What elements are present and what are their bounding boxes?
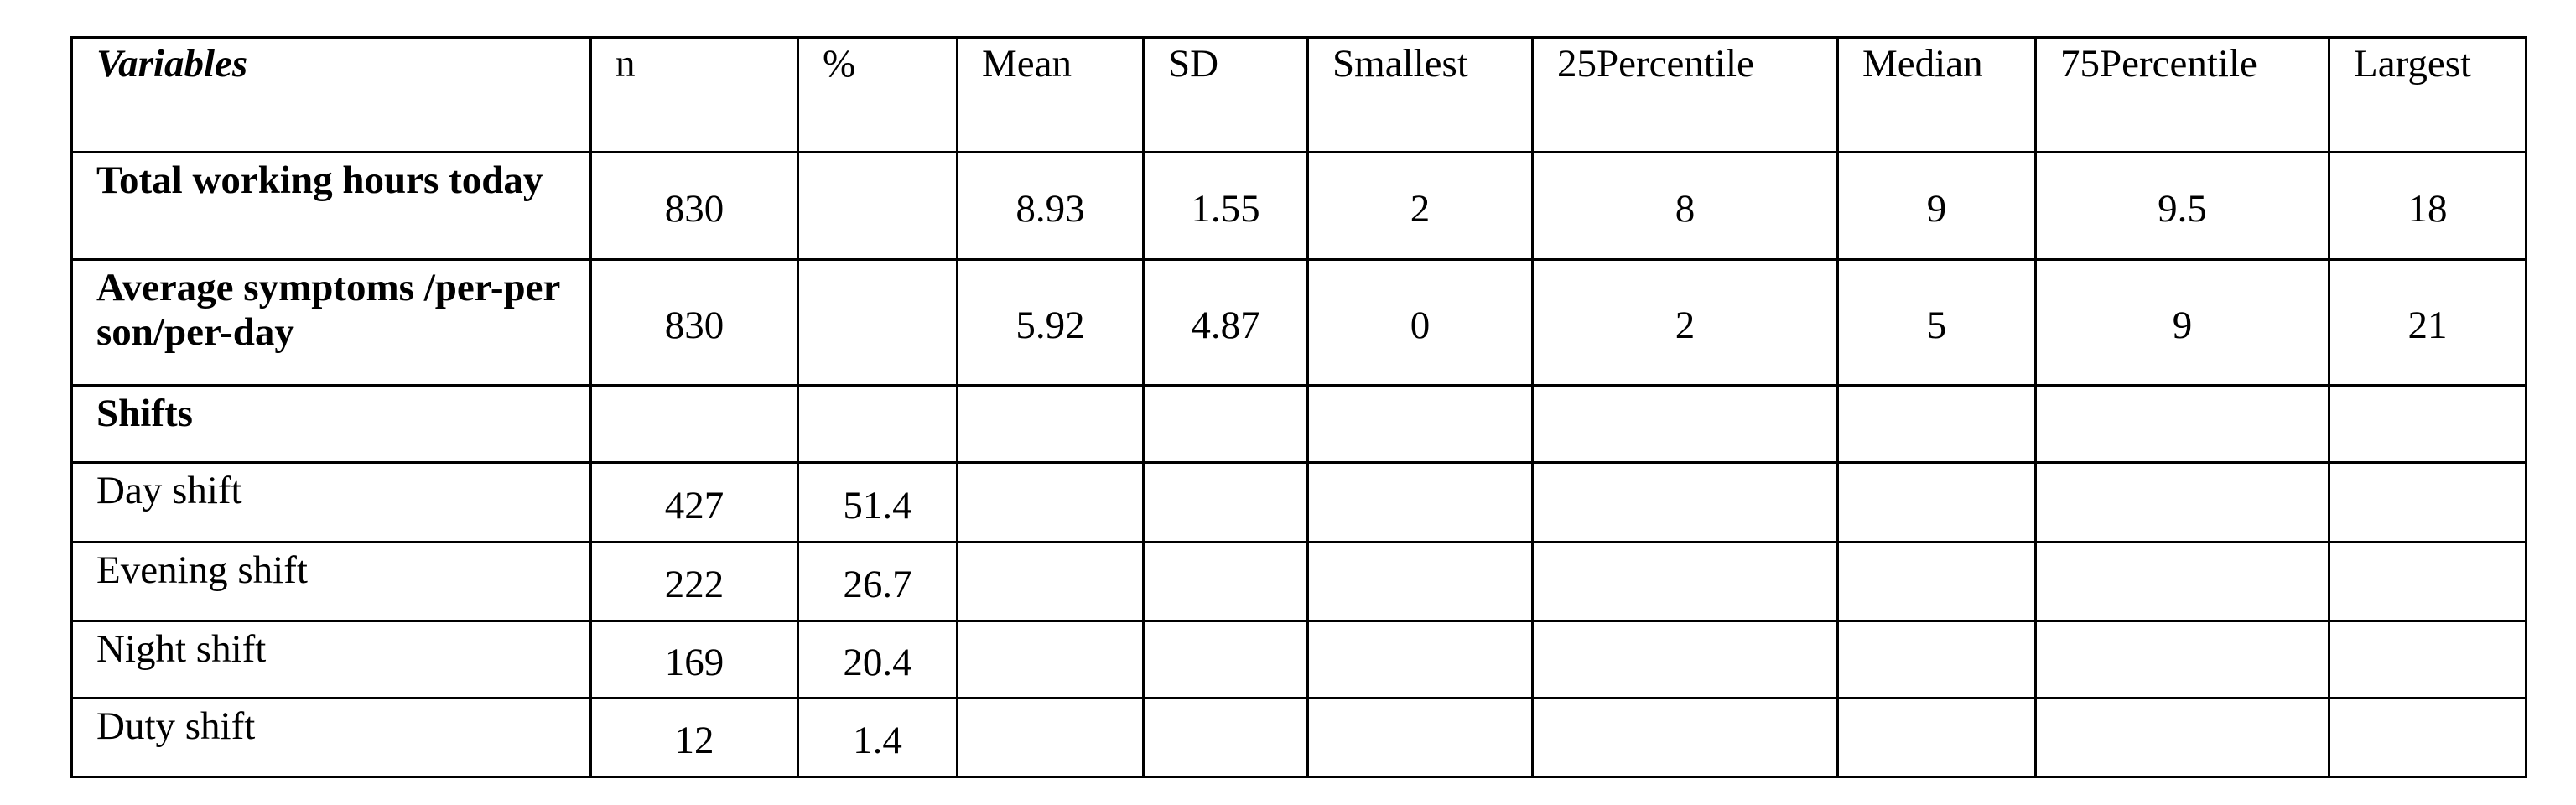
data-row: Shifts [70,384,2527,464]
cell [956,620,1145,699]
cell [2034,541,2330,622]
cell: 9 [2034,258,2330,387]
cell [2328,697,2527,778]
cell [956,541,1145,622]
cell [2034,384,2330,464]
summary-table: Variables n% Mean SD Smallest 25Percentile Med… [70,36,2527,778]
cell: 4.87 [1142,258,1309,387]
cell: 9.5 [2034,151,2330,261]
header-cell: Largest [2328,36,2527,153]
header-cell: SD [1142,36,1309,153]
cell [1836,384,2037,464]
header-cell: Variables [70,36,592,153]
cell [797,151,958,261]
row-label: Night shift [70,620,592,699]
cell [1531,697,1839,778]
cell [1836,541,2037,622]
row-label: Average symptoms /per-person/per-day [70,258,592,387]
row-label: Total working hours today [70,151,592,261]
data-row: Total working hours today 830 8.93 1.55 2 8 9 9… [70,151,2527,261]
cell [1306,541,1534,622]
cell [1531,461,1839,543]
cell [1531,384,1839,464]
cell: 830 [589,258,799,387]
header-cell: Mean [956,36,1145,153]
row-label: Shifts [70,384,592,464]
cell [1306,697,1534,778]
cell [2034,461,2330,543]
cell: 1.4 [797,697,958,778]
cell [2328,461,2527,543]
header-cell: Smallest [1306,36,1534,153]
cell [956,461,1145,543]
cell: 169 [589,620,799,699]
cell: 21 [2328,258,2527,387]
row-label: Evening shift [70,541,592,622]
cell: 5.92 [956,258,1145,387]
cell: 830 [589,151,799,261]
cell [1531,620,1839,699]
cell [2328,620,2527,699]
header-row: Variables n% Mean SD Smallest 25Percentile Med… [70,36,2527,153]
header-cell: 25Percentile [1531,36,1839,153]
cell: 427 [589,461,799,543]
cell: 20.4 [797,620,958,699]
table-body: Variables n% Mean SD Smallest 25Percentile Med… [70,36,2527,778]
cell: 12 [589,697,799,778]
cell [1531,541,1839,622]
cell [1306,461,1534,543]
cell: 51.4 [797,461,958,543]
cell: 2 [1306,151,1534,261]
cell [1142,620,1309,699]
data-row: Night shift 169 20.4 [70,620,2527,699]
header-cell: 75Percentile [2034,36,2330,153]
cell: 9 [1836,151,2037,261]
row-label: Duty shift [70,697,592,778]
cell [797,258,958,387]
cell [1836,461,2037,543]
data-row: Average symptoms /per-person/per-day 830 5… [70,258,2527,387]
cell [1142,384,1309,464]
cell [1836,620,2037,699]
data-row: Duty shift 12 1.4 [70,697,2527,778]
cell [2328,541,2527,622]
cell [1306,620,1534,699]
cell [2034,620,2330,699]
data-row: Day shift 427 51.4 [70,461,2527,543]
header-cell: Median [1836,36,2037,153]
cell: 2 [1531,258,1839,387]
row-label: Day shift [70,461,592,543]
cell: 222 [589,541,799,622]
cell [1142,461,1309,543]
cell [1142,541,1309,622]
header-cell: n [589,36,799,153]
cell [1306,384,1534,464]
cell: 8 [1531,151,1839,261]
cell [797,384,958,464]
cell [1142,697,1309,778]
cell: 1.55 [1142,151,1309,261]
cell: 5 [1836,258,2037,387]
data-row: Evening shift 222 26.7 [70,541,2527,622]
cell: 0 [1306,258,1534,387]
cell: 8.93 [956,151,1145,261]
cell [956,697,1145,778]
cell [2034,697,2330,778]
cell: 26.7 [797,541,958,622]
cell: 18 [2328,151,2527,261]
header-cell: % [797,36,958,153]
cell [2328,384,2527,464]
cell [1836,697,2037,778]
cell [589,384,799,464]
cell [956,384,1145,464]
